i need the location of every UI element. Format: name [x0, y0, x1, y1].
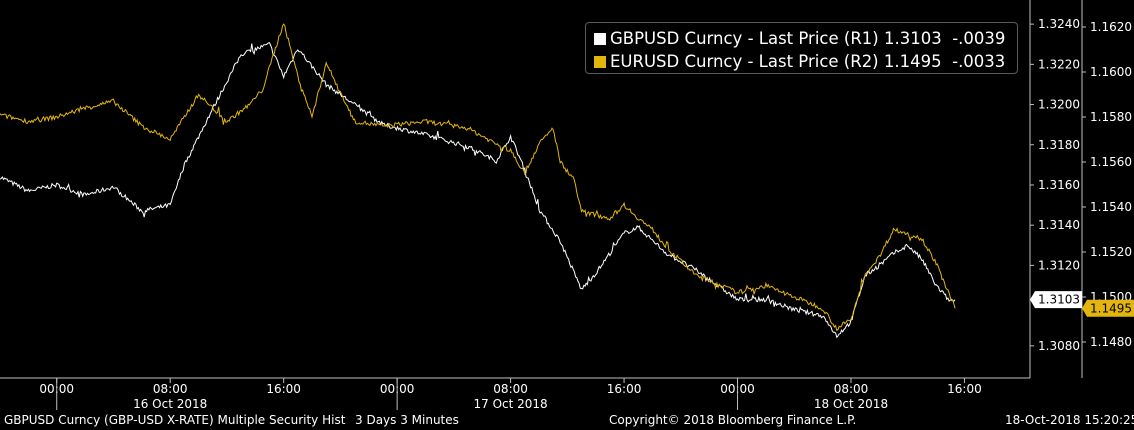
- x-tick-label: 16:00: [947, 382, 982, 396]
- footer-period: 3 Days 3 Minutes: [355, 413, 459, 427]
- legend-name-eurusd: EURUSD Curncy - Last Price (R2): [610, 52, 879, 71]
- chart-svg: 1.3240 1.3220 1.3200 1.3180 1.3160 1.3140 1.31…: [0, 0, 1134, 410]
- r2-tick-label: 1.1560: [1090, 155, 1132, 169]
- r1-tick-label: 1.3220: [1038, 57, 1080, 71]
- footer-copyright: Copyright© 2018 Bloomberg Finance L.P.: [609, 413, 857, 427]
- x-tick-label: 08:00: [153, 382, 188, 396]
- legend-swatch-gbpusd: [594, 32, 606, 45]
- r1-tick-label: 1.3160: [1038, 178, 1080, 192]
- r2-tick-label: 1.1520: [1090, 245, 1132, 259]
- footer-security: GBPUSD Curncy (GBP-USD X-RATE) Multiple …: [4, 413, 346, 427]
- r1-tick-label: 1.3120: [1038, 258, 1080, 272]
- last-price-tag-gbpusd: [1030, 291, 1082, 309]
- r2-tick-label: 1.1540: [1090, 200, 1132, 214]
- legend-swatch-eurusd: [594, 55, 606, 68]
- plot-series-group: [0, 23, 956, 339]
- last-price-tag-eurusd: [1082, 299, 1134, 317]
- x-date-label: 17 Oct 2018: [474, 397, 548, 410]
- legend-row-eurusd: EURUSD Curncy - Last Price (R2) 1.1495 -…: [594, 50, 1009, 73]
- chart-legend: GBPUSD Curncy - Last Price (R1) 1.3103 -…: [585, 22, 1018, 74]
- footer-timestamp: 18-Oct-2018 15:20:25: [1005, 413, 1134, 427]
- r1-tick-label: 1.3140: [1038, 218, 1080, 232]
- r2-tick-label: 1.1620: [1090, 20, 1132, 34]
- x-date-label: 16 Oct 2018: [133, 397, 207, 410]
- x-tick-label: 08:00: [493, 382, 528, 396]
- last-price-label-eurusd: 1.1495: [1090, 301, 1132, 315]
- legend-change-eurusd: -.0033: [952, 52, 1006, 71]
- r1-tick-label: 1.3080: [1038, 339, 1080, 353]
- x-date-label: 18 Oct 2018: [814, 397, 888, 410]
- legend-row-gbpusd: GBPUSD Curncy - Last Price (R1) 1.3103 -…: [594, 27, 1009, 50]
- x-tick-label: 08:00: [834, 382, 869, 396]
- r1-tick-label: 1.3180: [1038, 138, 1080, 152]
- r1-tick-label: 1.3200: [1038, 98, 1080, 112]
- r2-tick-label: 1.1600: [1090, 65, 1132, 79]
- last-price-label-gbpusd: 1.3103: [1038, 293, 1080, 307]
- x-tick-label: 16:00: [607, 382, 642, 396]
- chart-footer: GBPUSD Curncy (GBP-USD X-RATE) Multiple …: [0, 410, 1134, 430]
- legend-change-gbpusd: -.0039: [952, 29, 1006, 48]
- r2-tick-label: 1.1480: [1090, 335, 1132, 349]
- series-line-gbpusd: [0, 42, 956, 339]
- r1-tick-label: 1.3240: [1038, 17, 1080, 31]
- legend-last-eurusd: 1.1495: [883, 52, 942, 71]
- legend-last-gbpusd: 1.3103: [883, 29, 942, 48]
- series-line-eurusd: [0, 23, 956, 332]
- legend-name-gbpusd: GBPUSD Curncy - Last Price (R1): [610, 29, 879, 48]
- r2-tick-label: 1.1580: [1090, 110, 1132, 124]
- x-tick-label: 16:00: [266, 382, 301, 396]
